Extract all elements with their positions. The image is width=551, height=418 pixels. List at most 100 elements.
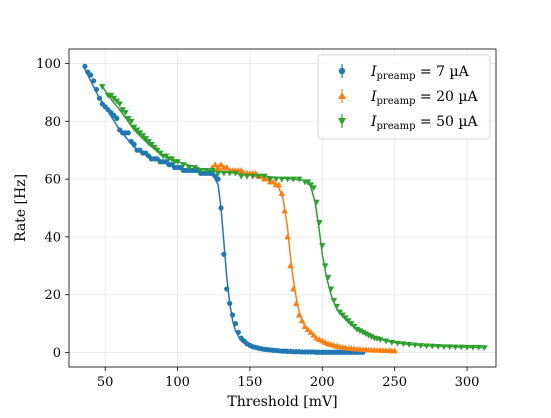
data-point [434, 344, 442, 350]
x-tick-label: 300 [455, 375, 480, 390]
data-point [330, 298, 338, 304]
data-point [298, 317, 306, 324]
fit-line [212, 169, 395, 352]
data-point [214, 164, 222, 170]
data-point [350, 324, 358, 330]
data-point [191, 165, 199, 171]
data-point [113, 98, 121, 105]
data-point [359, 329, 367, 336]
data-point [91, 78, 97, 84]
data-point [237, 167, 245, 173]
data-point [197, 167, 204, 174]
data-point [382, 338, 390, 345]
data-point [116, 101, 123, 108]
data-point [154, 147, 161, 154]
data-point [376, 337, 384, 343]
y-tick-label: 60 [44, 173, 61, 188]
data-point [333, 303, 341, 310]
data-point [307, 182, 314, 189]
x-axis-label: Threshold [mV] [227, 394, 337, 410]
data-point [255, 173, 262, 180]
data-point [151, 144, 158, 151]
data-point [261, 173, 268, 180]
data-point [185, 165, 193, 171]
y-tick-label: 40 [44, 230, 61, 245]
data-point [156, 150, 164, 157]
data-point [224, 286, 230, 292]
data-point [391, 347, 398, 354]
data-point [107, 92, 115, 99]
data-point [119, 107, 126, 113]
data-point [114, 115, 120, 121]
data-point [284, 233, 291, 240]
legend-box [317, 54, 491, 140]
data-point [237, 173, 245, 180]
data-point [142, 136, 149, 142]
data-point [356, 328, 364, 335]
data-point [368, 334, 375, 340]
y-tick-label: 20 [44, 288, 61, 303]
data-points [82, 63, 488, 355]
y-tick-label: 100 [36, 57, 61, 72]
data-point [290, 285, 297, 292]
x-tick-label: 150 [238, 375, 263, 390]
data-point [458, 344, 465, 351]
y-axis-label: Rate [Hz] [13, 174, 29, 242]
data-point [313, 199, 320, 206]
data-point [321, 263, 329, 270]
data-point [162, 153, 170, 160]
data-point [243, 173, 251, 180]
data-point [284, 176, 291, 183]
data-point [452, 344, 459, 351]
data-point [417, 343, 424, 349]
y-tick-label: 80 [44, 115, 61, 130]
x-tick-label: 50 [97, 375, 114, 390]
data-point [394, 340, 401, 347]
data-point [304, 326, 312, 332]
legend-marker [338, 67, 346, 75]
legend: Ipreamp = 7 µA Ipreamp = 20 µA Ipreamp = 5… [317, 54, 491, 140]
data-point [348, 321, 355, 327]
y-tick-label: 0 [53, 346, 61, 361]
data-point [481, 345, 488, 351]
legend-label: Ipreamp = 20 µA [370, 89, 478, 107]
data-point [304, 179, 312, 186]
plot-frame [68, 48, 497, 368]
data-point [281, 207, 288, 214]
data-point [127, 118, 135, 125]
data-point [249, 173, 257, 180]
data-point [362, 331, 369, 338]
data-point [307, 329, 314, 335]
data-point [405, 342, 413, 348]
legend-marker [338, 92, 346, 99]
data-point [136, 130, 144, 137]
data-point [232, 321, 239, 327]
data-point [203, 167, 210, 174]
data-point [423, 343, 430, 350]
legend-label: Ipreamp = 50 µA [370, 114, 478, 132]
data-point [235, 329, 241, 335]
x-tick-label: 250 [382, 375, 407, 390]
data-point [295, 176, 303, 183]
data-point [310, 331, 317, 338]
data-point [278, 190, 286, 196]
data-point [220, 170, 228, 177]
data-point [168, 156, 176, 163]
data-point [275, 181, 283, 188]
data-point [229, 312, 236, 318]
series-points [82, 63, 366, 355]
data-point [122, 110, 129, 116]
data-point [221, 251, 227, 257]
data-point [319, 243, 326, 249]
data-point [388, 339, 396, 346]
data-point [446, 344, 453, 351]
data-point [110, 95, 118, 102]
data-point [324, 274, 332, 281]
data-point [411, 342, 419, 349]
data-point [336, 309, 343, 316]
data-point [218, 205, 224, 211]
data-point [365, 332, 372, 339]
data-point [429, 343, 436, 350]
data-point [174, 159, 181, 165]
